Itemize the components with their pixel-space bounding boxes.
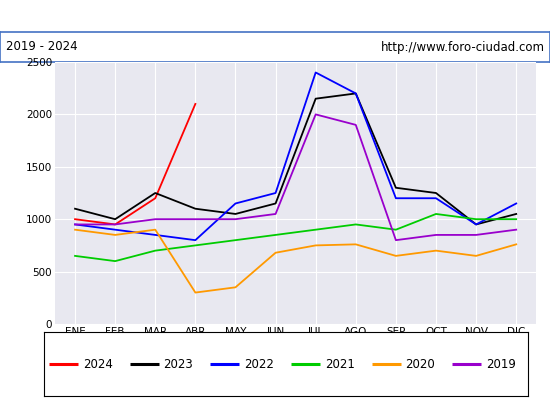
Text: 2022: 2022 [244, 358, 274, 370]
Text: Evolucion Nº Turistas Extranjeros en el municipio de Valdepeñas: Evolucion Nº Turistas Extranjeros en el … [40, 8, 510, 24]
Text: 2023: 2023 [163, 358, 193, 370]
Text: 2021: 2021 [324, 358, 355, 370]
Text: 2024: 2024 [82, 358, 113, 370]
Text: 2020: 2020 [405, 358, 435, 370]
Text: 2019 - 2024: 2019 - 2024 [6, 40, 77, 54]
Text: 2019: 2019 [486, 358, 516, 370]
Text: http://www.foro-ciudad.com: http://www.foro-ciudad.com [381, 40, 544, 54]
